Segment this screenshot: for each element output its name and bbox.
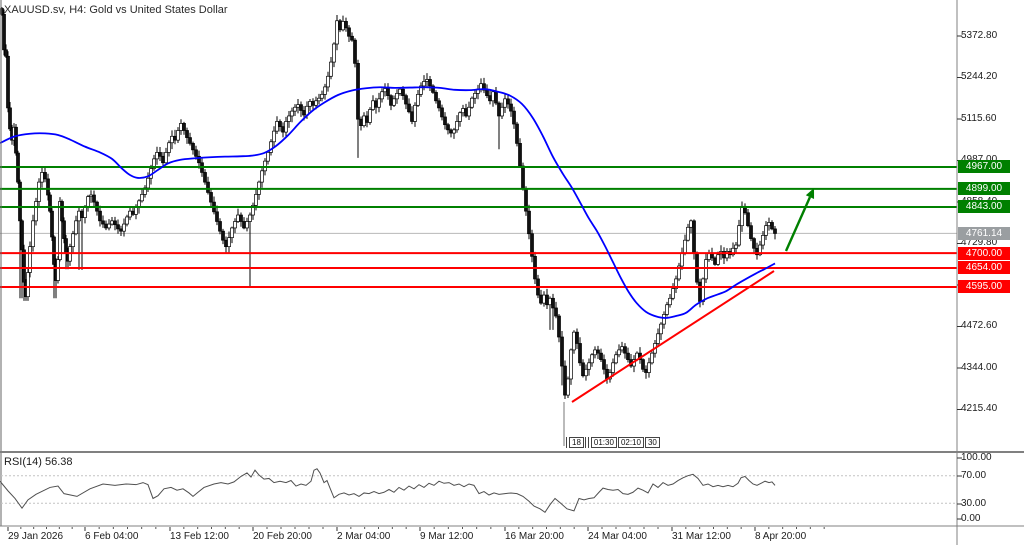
current-price-tag: 4761.14 <box>958 226 1010 240</box>
rsi-scale-label: 30.00 <box>961 498 987 509</box>
rsi-scale-label: 70.00 <box>961 470 987 481</box>
price-tick-label: 4472.60 <box>961 320 998 332</box>
moving-average-line <box>0 86 776 319</box>
support-price-tag: 4595.00 <box>958 280 1010 294</box>
annotation-chips[interactable]: 18 01:30 02:10 30 <box>566 436 661 448</box>
price-tick-label: 5115.60 <box>961 112 997 124</box>
annotation-chip[interactable]: 01:30 <box>590 436 617 448</box>
ascending-trendline[interactable] <box>571 270 775 403</box>
price-tick-label: 4344.00 <box>961 361 998 373</box>
time-axis-label: 8 Apr 20:00 <box>755 531 807 542</box>
support-price-tag: 4654.00 <box>958 261 1010 275</box>
annotation-chip[interactable]: 02:10 <box>617 436 644 448</box>
projection-arrow-shaft[interactable] <box>784 196 812 252</box>
resistance-price-tag: 4843.00 <box>958 200 1010 214</box>
price-tick-label: 5244.20 <box>961 71 998 83</box>
time-axis-label: 16 Mar 20:00 <box>505 531 564 542</box>
annotation-chip[interactable]: 18 <box>569 436 584 448</box>
rsi-indicator-label: RSI(14) 56.38 <box>4 456 73 468</box>
rsi-scale-label: 0.00 <box>961 513 981 524</box>
axis-ticks <box>7 35 962 531</box>
time-axis-label: 20 Feb 20:00 <box>253 531 312 542</box>
resistance-price-tag: 4967.00 <box>958 160 1010 174</box>
rsi-scale-label: 100.00 <box>961 452 992 463</box>
rsi-panel <box>0 468 957 513</box>
time-axis-label: 6 Feb 04:00 <box>85 531 139 542</box>
time-axis-label: 24 Mar 04:00 <box>588 531 647 542</box>
chip-separator-bar <box>566 436 567 448</box>
chip-separator-bar <box>587 436 589 448</box>
resistance-price-tag: 4899.00 <box>958 182 1010 196</box>
price-tick-label: 5372.80 <box>961 30 998 41</box>
price-tick-label: 4215.40 <box>961 403 998 415</box>
support-price-tag: 4700.00 <box>958 246 1010 260</box>
time-axis-label: 2 Mar 04:00 <box>337 531 391 542</box>
chip-separator-bar <box>584 436 586 448</box>
time-axis-label: 9 Mar 12:00 <box>420 531 474 542</box>
time-axis-label: 31 Mar 12:00 <box>672 531 731 542</box>
time-axis-label: 13 Feb 12:00 <box>170 531 229 542</box>
rsi-line <box>0 468 776 513</box>
candlestick-series <box>0 7 777 399</box>
projection-arrow-head[interactable] <box>805 188 815 199</box>
price-tick-label: 4987.00 <box>961 154 997 165</box>
price-tick-label: 4729.80 <box>961 237 998 249</box>
chart-title: XAUUSD.sv, H4: Gold vs United States Dol… <box>4 4 228 16</box>
annotation-chip[interactable]: 30 <box>644 436 660 448</box>
time-axis-label: 29 Jan 2026 <box>8 531 64 542</box>
